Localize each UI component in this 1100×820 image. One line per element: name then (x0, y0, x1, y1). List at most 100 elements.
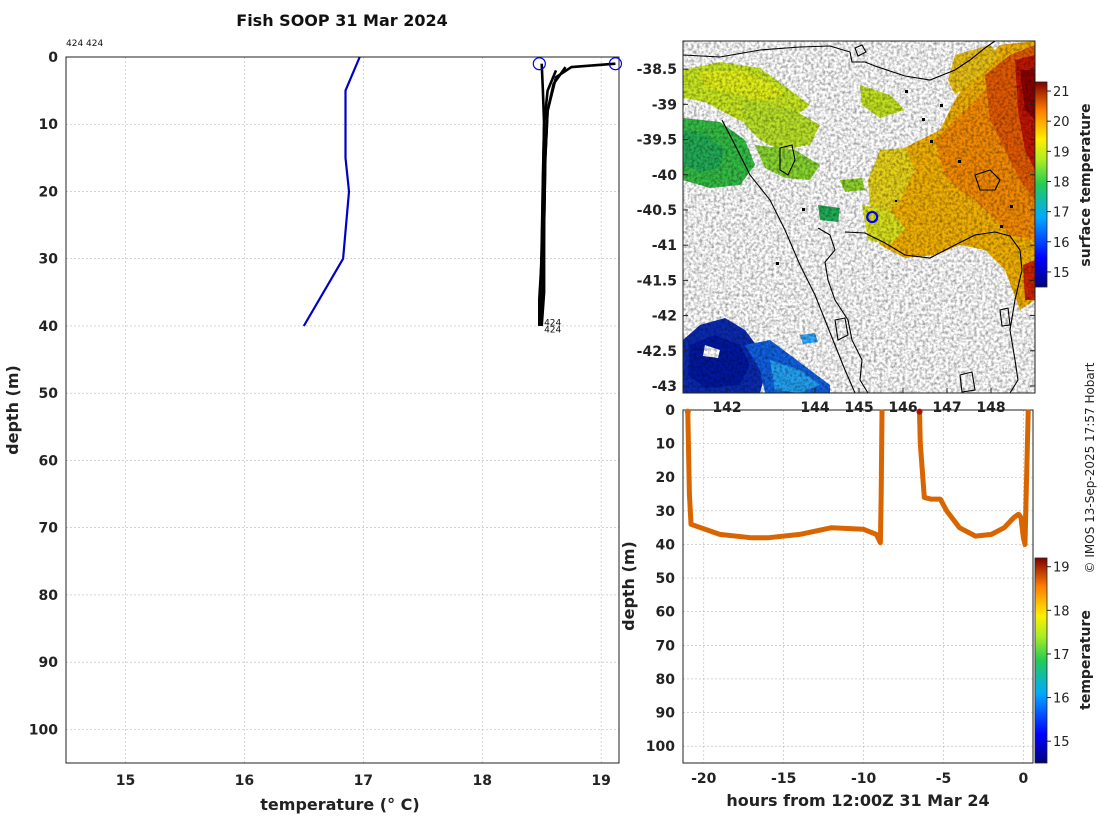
profile-y-tick-label: 40 (39, 319, 59, 335)
sst-colorbar-ticks: 15 16 17 18 19 20 21 (1047, 85, 1070, 281)
track-x-tick-label: -10 (851, 771, 877, 787)
sst-colorbar (1034, 81, 1048, 288)
profile-y-tick-label: 70 (39, 521, 59, 537)
sst-map: -38.5 -39 -39.5 -40 -40.5 -41 -41.5 -42 -42.5 -43… (637, 40, 1094, 416)
track-y-axis-label: depth (m) (619, 541, 638, 631)
track-x-tick-label: 0 (1019, 771, 1029, 787)
mean-profile-line (302, 56, 361, 327)
track-grid (683, 409, 1033, 763)
profile-start-marker (532, 57, 546, 71)
vessel-location-marker (866, 210, 879, 224)
profile-header-text: 424 424 (66, 39, 103, 49)
profile-y-tick-label: 100 (29, 722, 58, 738)
track-y-tick-label: 30 (656, 504, 676, 520)
track-ticks: -20 -15 -10 -5 0 0 10 20 30 40 50 60 70 80 90 100 (646, 403, 1029, 787)
profile-y-tick-label: 10 (39, 117, 59, 133)
colorbar-tick-label: 17 (1053, 648, 1070, 663)
map-lon-tick-label: 146 (888, 400, 917, 416)
track-y-tick-label: 0 (665, 403, 675, 419)
map-lat-tick-label: -39.5 (637, 133, 677, 149)
track-y-tick-label: 50 (656, 571, 676, 587)
sst-colorbar-label: surface temperature (1078, 103, 1094, 266)
map-lat-tick-label: -42 (652, 309, 677, 325)
profile-grid (66, 56, 619, 763)
map-lon-tick-label: 144 (800, 400, 829, 416)
track-y-tick-label: 70 (656, 638, 676, 654)
temperature-colorbar-label: temperature (1078, 610, 1094, 710)
map-lon-tick-label: 148 (976, 400, 1005, 416)
map-lat-tick-label: -41 (652, 238, 677, 254)
map-lon-tick-label: 145 (844, 400, 873, 416)
map-lon-tick-label: 142 (712, 400, 741, 416)
profile-y-tick-label: 20 (39, 184, 59, 200)
track-depth-line (917, 409, 1031, 547)
profile-axes-frame (65, 56, 620, 764)
track-y-tick-label: 80 (656, 672, 676, 688)
colorbar-tick-label: 20 (1053, 115, 1070, 130)
colorbar-tick-label: 18 (1053, 604, 1070, 619)
track-start-point (684, 408, 691, 415)
map-lon-tick-label: 147 (932, 400, 961, 416)
profile-start-marker (608, 57, 623, 71)
map-lat-tick-label: -40.5 (637, 203, 677, 219)
depth-time-chart: -20 -15 -10 -5 0 0 10 20 30 40 50 60 70 80 90 100 hours… (619, 403, 1094, 810)
profile-y-tick-label: 30 (39, 252, 59, 268)
sst-cloud-mask (683, 41, 1035, 393)
profile-y-tick-label: 90 (39, 655, 59, 671)
profile-x-tick-label: 17 (354, 773, 373, 789)
track-x-tick-label: -5 (936, 771, 952, 787)
temperature-colorbar (1034, 557, 1048, 764)
track-depth-line (685, 409, 885, 546)
track-y-tick-label: 90 (656, 706, 676, 722)
profile-y-axis-label: depth (m) (3, 365, 22, 455)
map-lat-tick-label: -40 (652, 168, 678, 184)
coastlines (683, 41, 1023, 393)
track-axes-frame (682, 409, 1034, 764)
colorbar-tick-label: 21 (1053, 85, 1070, 100)
colorbar-tick-label: 15 (1053, 266, 1070, 281)
map-lat-tick-label: -43 (652, 379, 677, 395)
track-start-point (916, 408, 923, 415)
track-y-tick-label: 20 (656, 470, 676, 486)
profile-chart: 15 16 17 18 19 0 10 20 30 40 50 60 70 80 90 100 424 424 … (3, 39, 623, 814)
profile-cast-annotation: 424 (544, 319, 561, 329)
track-x-tick-label: -20 (691, 771, 717, 787)
profile-x-tick-label: 16 (235, 773, 254, 789)
track-x-axis-label: hours from 12:00Z 31 Mar 24 (726, 791, 989, 810)
map-lat-tick-label: -38.5 (637, 62, 677, 78)
track-y-tick-label: 40 (656, 537, 676, 553)
map-lat-tick-label: -42.5 (637, 344, 677, 360)
island-dots (776, 90, 1013, 265)
profile-y-tick-label: 80 (39, 588, 59, 604)
profile-y-tick-label: 60 (39, 453, 59, 469)
colorbar-tick-label: 16 (1053, 236, 1070, 251)
colorbar-tick-label: 19 (1053, 145, 1070, 160)
track-y-tick-label: 100 (646, 739, 675, 755)
profile-x-tick-label: 19 (591, 773, 610, 789)
figure-title: Fish SOOP 31 Mar 2024 (236, 11, 447, 30)
imos-credit: © IMOS 13-Sep-2025 17:57 Hobart (1083, 362, 1097, 573)
track-x-tick-label: -15 (771, 771, 796, 787)
colorbar-tick-label: 19 (1053, 561, 1070, 576)
map-lat-tick-label: -39 (652, 97, 677, 113)
map-lat-tick-label: -41.5 (637, 273, 677, 289)
temperature-colorbar-ticks: 15 16 17 18 19 (1047, 561, 1070, 750)
track-y-tick-label: 60 (656, 605, 676, 621)
profile-y-tick-label: 50 (39, 386, 59, 402)
profile-cast-line (540, 66, 567, 320)
colorbar-tick-label: 16 (1053, 692, 1070, 707)
profile-cast-annotation: 424 (544, 325, 561, 335)
map-ticks: -38.5 -39 -39.5 -40 -40.5 -41 -41.5 -42 -42.5 -43… (637, 62, 1035, 416)
map-content (683, 41, 1035, 393)
profile-cast-line (540, 62, 616, 327)
profile-y-tick-label: 0 (48, 50, 58, 66)
profile-ticks: 15 16 17 18 19 0 10 20 30 40 50 60 70 80 90 100 (29, 50, 611, 789)
profile-x-axis-label: temperature (° C) (260, 795, 419, 814)
profile-x-tick-label: 15 (116, 773, 135, 789)
colorbar-tick-label: 18 (1053, 175, 1070, 190)
profile-cast-line (537, 63, 546, 326)
track-y-tick-label: 10 (656, 437, 676, 453)
profile-x-tick-label: 18 (472, 773, 491, 789)
